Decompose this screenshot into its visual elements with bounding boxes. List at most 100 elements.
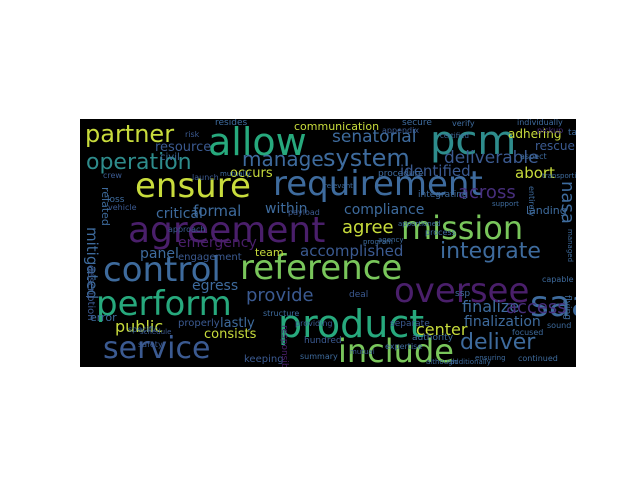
word-allow: allow [208,120,307,164]
word-keeping: keeping [244,354,284,365]
word-service: service [103,331,211,366]
word-description: description [85,265,96,321]
word-public: public [115,317,164,336]
word-perform: perform [96,284,232,324]
word-identified: identified [400,162,471,180]
word-task: task [568,128,576,138]
word-team: team [255,246,284,259]
word-although: although [426,358,458,366]
word-saa: saa [530,284,576,325]
word-specific: specific [128,325,159,334]
word-transporting: transporting [542,172,576,180]
word-reference: reference [240,248,403,288]
word-authority: authority [412,333,454,343]
word-program: program [363,238,393,246]
word-appendix: appendix [382,126,420,135]
word-panel: panel [140,246,179,262]
word-emergency: emergency [178,235,257,251]
word-landing: landing [526,204,567,217]
word-risk: risk [185,130,200,139]
word-pcm: pcm [430,119,517,164]
word-ssp: ssp [455,289,471,299]
word-expertise: expertise [385,342,423,351]
word-entirely: entirely [527,186,536,217]
word-capable: capable [542,275,574,284]
word-nasa: nasa [557,181,576,224]
word-process: process [425,228,456,237]
word-egress: egress [192,278,239,294]
word-deal: deal [349,290,369,300]
word-loss: loss [107,195,125,205]
word-oversee: oversee [394,271,530,311]
word-operation: operation [86,150,192,175]
word-structure: structure [263,309,300,318]
word-mitigated: mitigated [83,227,101,300]
word-system: system [323,144,410,172]
word-critical: critical [156,206,203,222]
word-aspect: aspect [520,152,547,161]
word-resides: resides [215,119,248,128]
word-properly: properly [178,318,220,329]
word-mission: mission [401,209,524,247]
word-agreement: agreement [128,210,326,251]
word-related: related [99,187,112,226]
word-agree: agree [342,217,394,238]
word-vehicle: vehicle [108,203,137,212]
word-abort: abort [515,164,555,182]
word-control: control [103,250,221,290]
word-finalize: finalize [462,297,520,316]
word-accomplished: accomplished [300,242,404,260]
word-product: product [278,302,425,346]
word-center: center [416,320,468,339]
word-occurs: occurs [230,166,273,181]
word-safety: safety [138,340,163,349]
word-launch: launch [192,173,219,182]
word-cloud: allow pcm partner resource ensure requirement… [80,119,576,367]
word-resource: resource [155,140,212,155]
word-apportioned: apportioned [398,220,441,228]
word-integrate: integrate [440,239,541,264]
word-sound: sound [547,321,572,330]
word-responsible: responsible [279,325,289,367]
word-finalization: finalization [464,314,541,330]
word-engagement: engagement [178,252,242,263]
word-access: access [506,297,567,318]
word-relevant: relevant [324,182,353,190]
word-formal: formal [193,202,242,220]
word-certified: certified [440,132,469,140]
word-procedure: procedure [378,169,424,179]
word-pickup: pickup [537,126,564,135]
word-adhering: adhering [508,127,562,141]
word-agency: agency [378,236,404,244]
word-error: error [90,311,117,324]
word-partner: partner [85,120,175,148]
word-mutual: mutual [350,348,375,356]
word-schedule: schedule [140,328,172,336]
word-continued: continued [518,354,558,363]
word-mutually: mutually [220,170,251,178]
word-integrating: integrating [418,190,468,200]
word-manage: manage [242,147,324,171]
word-flying: flying [562,295,572,320]
word-additionally: additionally [450,358,491,366]
word-approach: approach [168,225,206,234]
word-communication: communication [294,120,380,133]
word-ensure: ensure [135,166,251,206]
word-rescue: rescue [535,139,575,153]
word-individually: individually [517,119,563,127]
word-civil: civil [160,152,180,163]
word-consists: consists [204,327,257,342]
word-support: support [492,200,519,208]
word-across: across [458,182,516,203]
word-compliance: compliance [344,202,425,218]
word-secure: secure [402,119,432,128]
word-senatorial: senatorial [332,127,417,147]
word-managed: managed [566,229,574,263]
word-include: include [338,332,454,367]
word-summary: summary [300,352,338,361]
word-deliverable: deliverable [444,148,539,168]
word-payload: payload [288,208,320,217]
word-focused: focused [512,328,544,337]
word-deliver: deliver [460,330,536,355]
word-verify: verify [452,119,475,128]
